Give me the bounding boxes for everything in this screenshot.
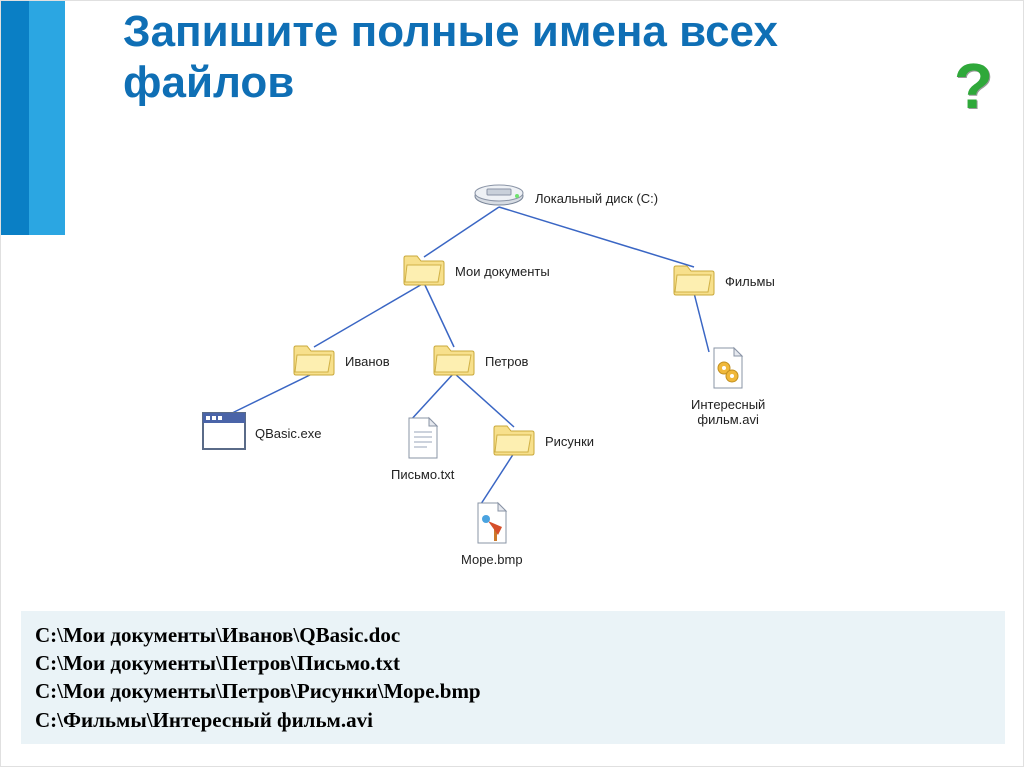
tree-node-letter: Письмо.txt [391, 416, 454, 482]
bmp-icon [474, 501, 510, 550]
node-label: Море.bmp [461, 552, 523, 567]
file-tree-diagram: Локальный диск (C:) Мои документы Фильмы… [201, 171, 921, 591]
answer-line: C:\Мои документы\Иванов\QBasic.doc [35, 621, 991, 649]
folder-icon [431, 341, 477, 382]
folder-icon [291, 341, 337, 382]
avi-icon [710, 346, 746, 395]
answer-line: C:\Мои документы\Петров\Письмо.txt [35, 649, 991, 677]
node-label: Интересныйфильм.avi [691, 397, 765, 427]
drive-icon [471, 181, 527, 216]
node-label: Фильмы [725, 274, 775, 289]
slide: Запишите полные имена всех файлов ? Лока… [0, 0, 1024, 767]
txt-icon [405, 416, 441, 465]
node-label: Мои документы [455, 264, 550, 279]
node-label: Иванов [345, 354, 390, 369]
tree-node-ivanov: Иванов [291, 341, 390, 382]
node-label: Петров [485, 354, 528, 369]
answer-line: C:\Фильмы\Интересный фильм.avi [35, 706, 991, 734]
edge-docs-ivanov [314, 283, 424, 347]
tree-node-movie: Интересныйфильм.avi [691, 346, 765, 427]
tree-node-films: Фильмы [671, 261, 775, 302]
tree-node-root: Локальный диск (C:) [471, 181, 658, 216]
node-label: QBasic.exe [255, 426, 321, 441]
question-mark-icon: ? [954, 49, 993, 123]
node-label: Локальный диск (C:) [535, 191, 658, 206]
answers-box: C:\Мои документы\Иванов\QBasic.docC:\Мои… [21, 611, 1005, 744]
node-label: Рисунки [545, 434, 594, 449]
tree-node-pics: Рисунки [491, 421, 594, 462]
stripe-inner [29, 1, 65, 235]
page-title: Запишите полные имена всех файлов [123, 7, 883, 108]
answer-line: C:\Мои документы\Петров\Рисунки\Море.bmp [35, 677, 991, 705]
folder-icon [401, 251, 447, 292]
node-label: Письмо.txt [391, 467, 454, 482]
tree-node-qbasic: QBasic.exe [201, 411, 321, 456]
exe-icon [201, 411, 247, 456]
folder-icon [491, 421, 537, 462]
edge-docs-petrov [424, 283, 454, 347]
folder-icon [671, 261, 717, 302]
tree-node-more: Море.bmp [461, 501, 523, 567]
tree-node-petrov: Петров [431, 341, 528, 382]
tree-node-docs: Мои документы [401, 251, 550, 292]
